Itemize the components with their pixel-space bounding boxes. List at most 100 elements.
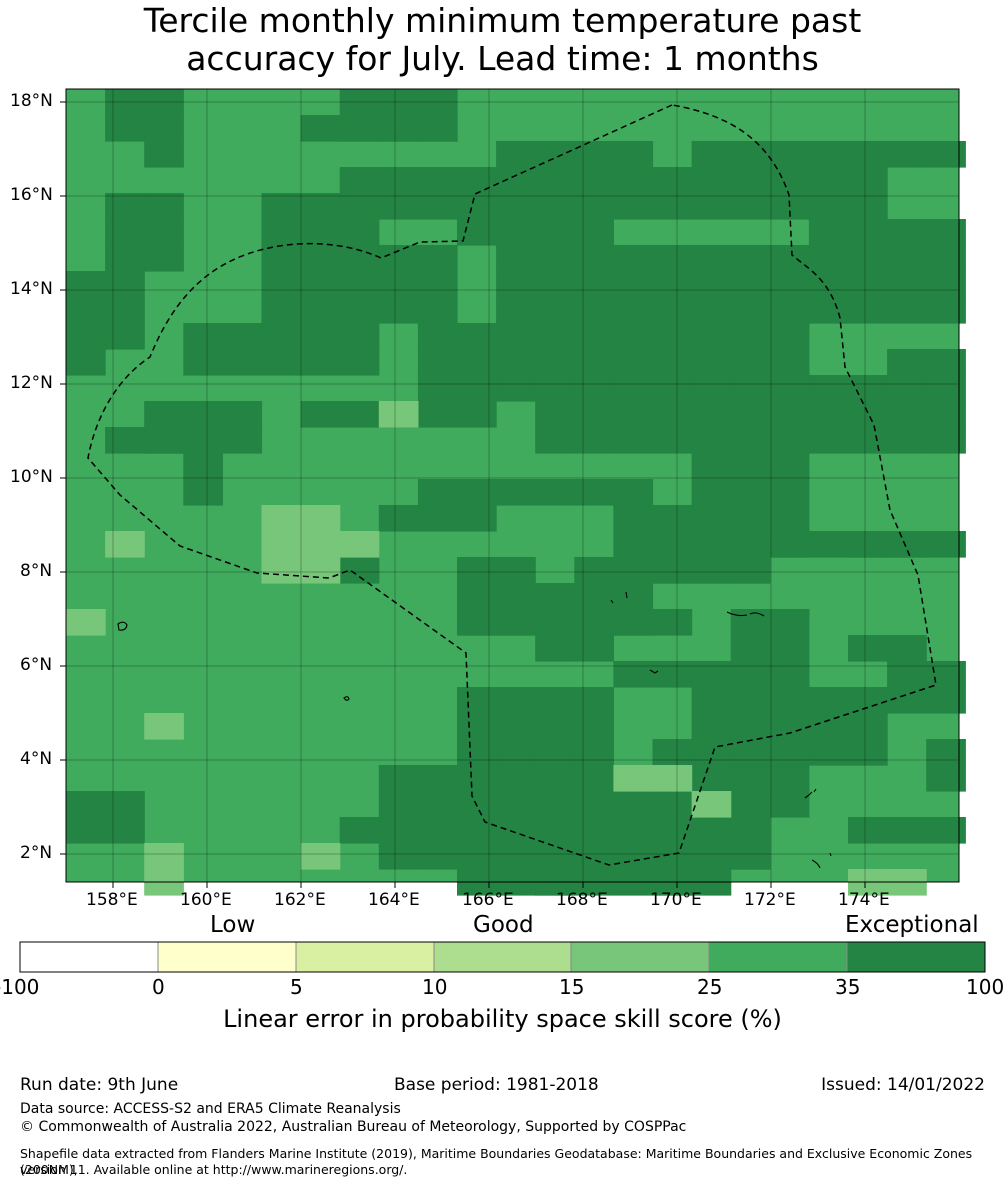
grid-cell (535, 609, 575, 636)
grid-cell (769, 531, 810, 558)
grid-cell (417, 349, 458, 376)
grid-cell (339, 557, 380, 584)
colorbar-tick: 10 (422, 975, 448, 999)
colorbar-segment (571, 942, 709, 972)
data-source: Data source: ACCESS-S2 and ERA5 Climate … (20, 1101, 401, 1117)
grid-cell (535, 219, 575, 246)
grid-cell (848, 219, 888, 246)
grid-cell (66, 297, 106, 324)
grid-cell (730, 271, 771, 298)
grid-cell (769, 765, 810, 792)
grid-cell (574, 219, 614, 246)
grid-cell (261, 349, 302, 376)
lat-label-2: 2°N (20, 843, 53, 863)
island-outline (811, 852, 832, 869)
grid-cell (769, 479, 810, 506)
grid-cell (496, 219, 536, 246)
grid-cell (848, 193, 888, 220)
grid-cell (574, 349, 614, 376)
grid-cell (691, 505, 732, 532)
grid-cell (652, 557, 693, 584)
grid-cell (261, 271, 302, 298)
grid-cell (730, 375, 771, 402)
grid-cell (535, 193, 575, 220)
grid-cell (496, 739, 536, 766)
grid-cell (730, 661, 771, 688)
grid-cell (378, 843, 419, 870)
grid-cell (535, 427, 575, 454)
grid-cell (574, 375, 614, 402)
grid-cell (417, 375, 458, 402)
grid-cell (144, 713, 184, 740)
lat-label-6: 6°N (20, 655, 53, 675)
grid-cell (496, 687, 536, 714)
grid-cell (808, 375, 849, 402)
grid-cell (652, 349, 693, 376)
grid-cell (222, 323, 263, 350)
grid-cell (261, 505, 302, 532)
grid-cell (105, 115, 145, 142)
grid-cell (378, 115, 419, 142)
grid-cell (144, 89, 184, 116)
colorbar-tick: 15 (559, 975, 585, 999)
lon-tick-marks (112, 882, 866, 888)
grid-cell (848, 687, 888, 714)
grid-cell (652, 245, 693, 272)
grid-cell (417, 843, 458, 870)
grid-cell (417, 193, 458, 220)
grid-cell (535, 583, 575, 610)
grid-cell (769, 271, 810, 298)
eez-boundary (87, 104, 937, 866)
lat-label-10: 10°N (10, 467, 53, 487)
grid-cell (574, 193, 614, 220)
grid-cell (887, 635, 927, 662)
grid-cell (887, 375, 927, 402)
graticule (66, 89, 959, 882)
grid-cell (808, 271, 849, 298)
grid-cell (808, 427, 849, 454)
grid-cell (887, 661, 927, 688)
grid-cell (300, 193, 341, 220)
grid-cell (691, 661, 732, 688)
colorbar-tick: 0 (152, 975, 165, 999)
lon-label-174: 174°E (838, 890, 890, 910)
grid-cell (496, 713, 536, 740)
grid-cell (769, 427, 810, 454)
grid-cell (417, 297, 458, 324)
grid-cell (887, 817, 927, 844)
grid-cell (730, 453, 771, 480)
grid-cell (613, 765, 654, 792)
grid-cell (730, 557, 771, 584)
grid-cell (769, 713, 810, 740)
grid-cell (652, 297, 693, 324)
grid-cell (66, 323, 106, 350)
grid-cell (691, 557, 732, 584)
grid-cell (730, 193, 771, 220)
grid-cell (300, 219, 341, 246)
chart-title: Tercile monthly minimum temperature past… (0, 2, 1005, 78)
grid-cell (339, 817, 380, 844)
grid-cell (652, 401, 693, 428)
grid-cell (652, 531, 693, 558)
grid-cell (144, 219, 184, 246)
skill-grid (66, 89, 966, 896)
issued-date: Issued: 14/01/2022 (821, 1075, 985, 1095)
grid-cell (496, 271, 536, 298)
grid-cell (496, 817, 536, 844)
grid-cell (183, 479, 223, 506)
grid-cell (848, 401, 888, 428)
grid-cell (105, 791, 145, 818)
grid-cell (887, 219, 927, 246)
grid-cell (808, 245, 849, 272)
grid-cell (574, 687, 614, 714)
grid-cell (769, 297, 810, 324)
island-outline (610, 591, 628, 604)
grid-cell (339, 245, 380, 272)
lat-label-12: 12°N (10, 373, 53, 393)
grid-cell (261, 193, 302, 220)
lat-label-14: 14°N (10, 279, 53, 299)
grid-cell (730, 843, 771, 870)
grid-cell (848, 297, 888, 324)
lat-label-8: 8°N (20, 561, 53, 581)
grid-cell (808, 297, 849, 324)
